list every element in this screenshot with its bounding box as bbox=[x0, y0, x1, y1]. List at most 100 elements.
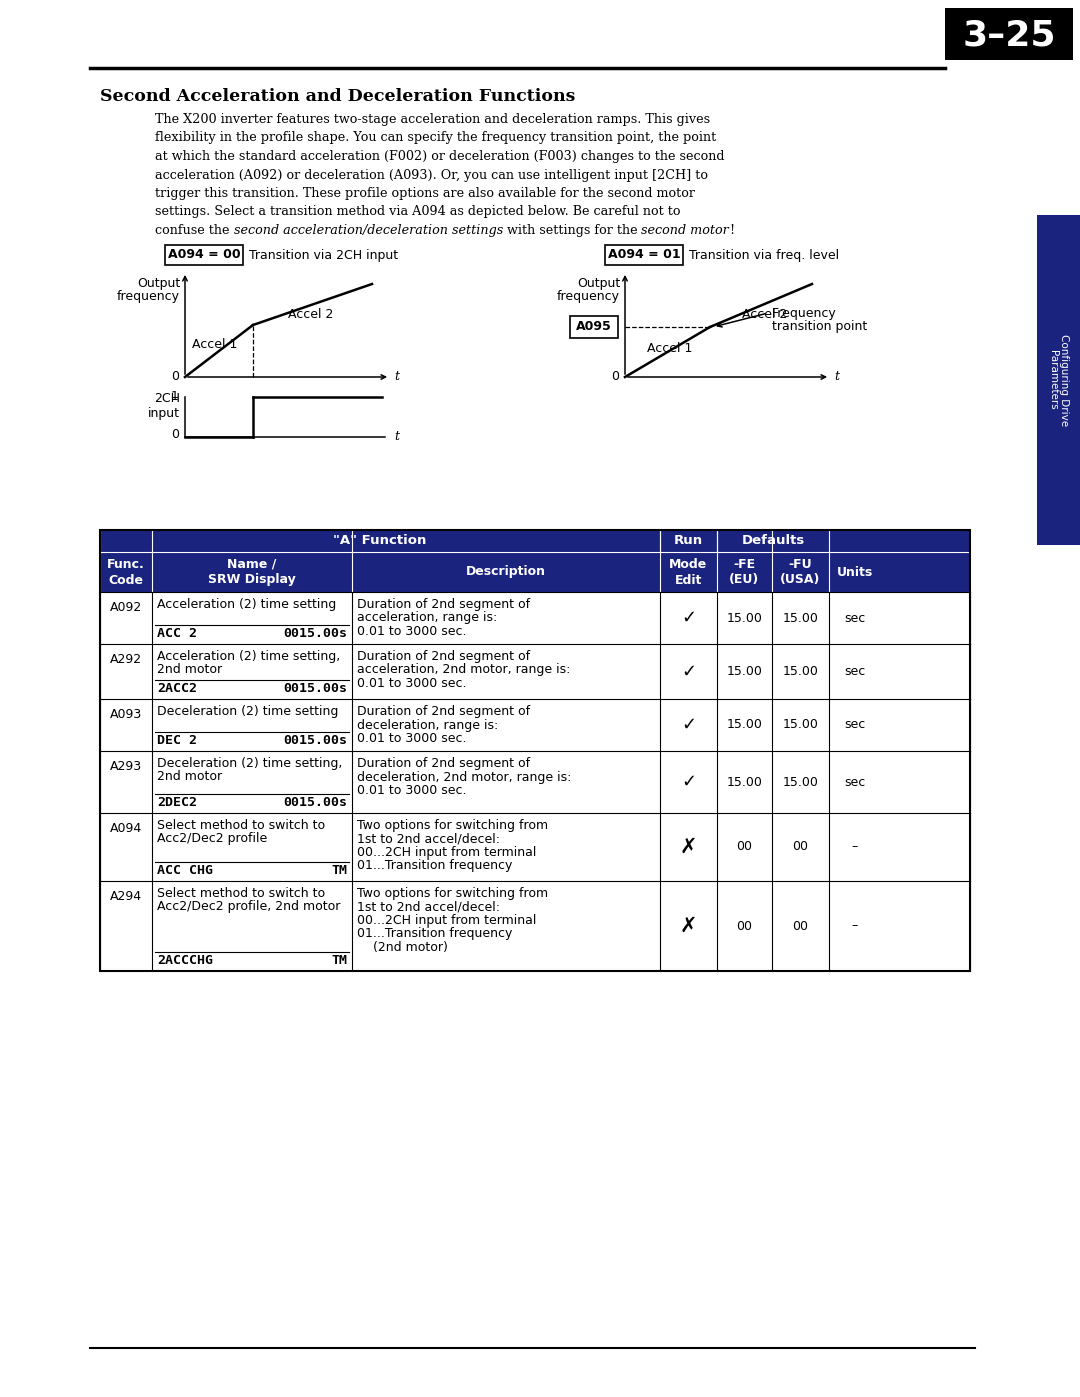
Bar bbox=[100, 882, 970, 971]
Text: A293: A293 bbox=[110, 760, 143, 773]
Text: second acceleration/deceleration settings: second acceleration/deceleration setting… bbox=[233, 224, 503, 237]
Text: Select method to switch to: Select method to switch to bbox=[157, 887, 325, 900]
Text: 0.01 to 3000 sec.: 0.01 to 3000 sec. bbox=[357, 732, 467, 745]
Text: 0015.00s: 0015.00s bbox=[283, 733, 347, 747]
Text: 2nd motor: 2nd motor bbox=[157, 770, 222, 782]
Text: TM: TM bbox=[330, 863, 347, 877]
Text: 1st to 2nd accel/decel:: 1st to 2nd accel/decel: bbox=[357, 901, 500, 914]
Text: A092: A092 bbox=[110, 601, 143, 615]
Text: 15.00: 15.00 bbox=[727, 612, 762, 624]
Text: Frequency: Frequency bbox=[772, 307, 837, 320]
Text: A294: A294 bbox=[110, 890, 143, 902]
Text: 0015.00s: 0015.00s bbox=[283, 682, 347, 694]
Text: t: t bbox=[394, 430, 399, 443]
Text: ✓: ✓ bbox=[680, 662, 697, 680]
Bar bbox=[100, 552, 970, 592]
Bar bbox=[1037, 215, 1080, 545]
Text: 15.00: 15.00 bbox=[727, 775, 762, 788]
Text: with settings for the: with settings for the bbox=[503, 224, 642, 237]
Text: Units: Units bbox=[836, 566, 873, 578]
Text: Mode
Edit: Mode Edit bbox=[670, 557, 707, 587]
Text: settings. Select a transition method via A094 as depicted below. Be careful not : settings. Select a transition method via… bbox=[156, 205, 680, 218]
Text: 0015.00s: 0015.00s bbox=[283, 627, 347, 640]
Text: second motor: second motor bbox=[642, 224, 729, 237]
Text: Configuring Drive
Parameters: Configuring Drive Parameters bbox=[1048, 334, 1069, 426]
Text: ✗: ✗ bbox=[679, 837, 698, 856]
Text: Acc2/Dec2 profile: Acc2/Dec2 profile bbox=[157, 833, 267, 845]
Text: 3–25: 3–25 bbox=[962, 20, 1056, 53]
Text: 2DEC2: 2DEC2 bbox=[157, 796, 197, 809]
Text: acceleration (A092) or deceleration (A093). Or, you can use intelligent input [2: acceleration (A092) or deceleration (A09… bbox=[156, 169, 708, 182]
Text: A292: A292 bbox=[110, 652, 143, 666]
Text: 0015.00s: 0015.00s bbox=[283, 796, 347, 809]
Text: 15.00: 15.00 bbox=[783, 612, 819, 624]
Bar bbox=[100, 592, 970, 644]
Text: Acc2/Dec2 profile, 2nd motor: Acc2/Dec2 profile, 2nd motor bbox=[157, 900, 340, 914]
Bar bbox=[605, 244, 683, 265]
Text: 0: 0 bbox=[611, 370, 619, 384]
Text: 00: 00 bbox=[737, 919, 753, 933]
Text: 0: 0 bbox=[171, 370, 179, 384]
Text: A093: A093 bbox=[110, 708, 143, 721]
Text: ACC 2: ACC 2 bbox=[157, 627, 197, 640]
Text: 00...2CH input from terminal: 00...2CH input from terminal bbox=[357, 847, 537, 859]
Text: Description: Description bbox=[465, 566, 546, 578]
Bar bbox=[100, 698, 970, 752]
Text: 00: 00 bbox=[793, 919, 809, 933]
Text: t: t bbox=[394, 370, 399, 384]
Text: Deceleration (2) time setting,: Deceleration (2) time setting, bbox=[157, 757, 342, 770]
Text: Accel 1: Accel 1 bbox=[647, 342, 692, 355]
Text: –: – bbox=[851, 841, 858, 854]
Text: deceleration, 2nd motor, range is:: deceleration, 2nd motor, range is: bbox=[357, 771, 571, 784]
Text: ✓: ✓ bbox=[680, 717, 697, 733]
Text: Acceleration (2) time setting: Acceleration (2) time setting bbox=[157, 598, 336, 610]
Bar bbox=[570, 316, 618, 338]
Text: Second Acceleration and Deceleration Functions: Second Acceleration and Deceleration Fun… bbox=[100, 88, 576, 105]
Bar bbox=[100, 529, 970, 971]
Bar bbox=[165, 244, 243, 265]
Text: 00...2CH input from terminal: 00...2CH input from terminal bbox=[357, 914, 537, 928]
Text: 2nd motor: 2nd motor bbox=[157, 664, 222, 676]
Text: A094 = 01: A094 = 01 bbox=[608, 249, 680, 261]
Text: DEC 2: DEC 2 bbox=[157, 733, 197, 747]
Text: acceleration, 2nd motor, range is:: acceleration, 2nd motor, range is: bbox=[357, 664, 570, 676]
Text: 00: 00 bbox=[737, 841, 753, 854]
Text: flexibility in the profile shape. You can specify the frequency transition point: flexibility in the profile shape. You ca… bbox=[156, 131, 716, 144]
Text: "A" Function: "A" Function bbox=[334, 535, 427, 548]
Text: 00: 00 bbox=[793, 841, 809, 854]
Text: Accel 2: Accel 2 bbox=[742, 307, 787, 320]
Text: TM: TM bbox=[330, 954, 347, 967]
Text: frequency: frequency bbox=[117, 291, 180, 303]
Text: ACC CHG: ACC CHG bbox=[157, 863, 213, 877]
Text: Name /
SRW Display: Name / SRW Display bbox=[208, 557, 296, 587]
Bar bbox=[100, 529, 970, 552]
Text: A094 = 00: A094 = 00 bbox=[167, 249, 241, 261]
Bar bbox=[100, 644, 970, 698]
Text: t: t bbox=[834, 370, 839, 384]
Text: Duration of 2nd segment of: Duration of 2nd segment of bbox=[357, 598, 530, 610]
Text: ✓: ✓ bbox=[680, 773, 697, 791]
Text: ✓: ✓ bbox=[680, 609, 697, 627]
Text: Acceleration (2) time setting,: Acceleration (2) time setting, bbox=[157, 650, 340, 664]
Text: 2ACC2: 2ACC2 bbox=[157, 682, 197, 694]
Text: The X200 inverter features two-stage acceleration and deceleration ramps. This g: The X200 inverter features two-stage acc… bbox=[156, 113, 711, 126]
Text: trigger this transition. These profile options are also available for the second: trigger this transition. These profile o… bbox=[156, 187, 696, 200]
Text: 01...Transition frequency: 01...Transition frequency bbox=[357, 859, 512, 873]
Bar bbox=[100, 752, 970, 813]
Text: Duration of 2nd segment of: Duration of 2nd segment of bbox=[357, 757, 530, 770]
Text: Transition via 2CH input: Transition via 2CH input bbox=[249, 249, 399, 261]
Text: Output: Output bbox=[137, 277, 180, 291]
Text: frequency: frequency bbox=[557, 291, 620, 303]
Text: deceleration, range is:: deceleration, range is: bbox=[357, 718, 498, 732]
Text: Accel 1: Accel 1 bbox=[192, 338, 238, 352]
Text: 15.00: 15.00 bbox=[727, 718, 762, 732]
Text: sec: sec bbox=[843, 718, 865, 732]
Text: sec: sec bbox=[843, 775, 865, 788]
Text: Run: Run bbox=[674, 535, 703, 548]
Bar bbox=[945, 8, 1074, 60]
Text: 1: 1 bbox=[171, 391, 179, 404]
Text: Select method to switch to: Select method to switch to bbox=[157, 819, 325, 833]
Text: ✗: ✗ bbox=[679, 916, 698, 936]
Text: A095: A095 bbox=[576, 320, 612, 334]
Text: 1st to 2nd accel/decel:: 1st to 2nd accel/decel: bbox=[357, 833, 500, 845]
